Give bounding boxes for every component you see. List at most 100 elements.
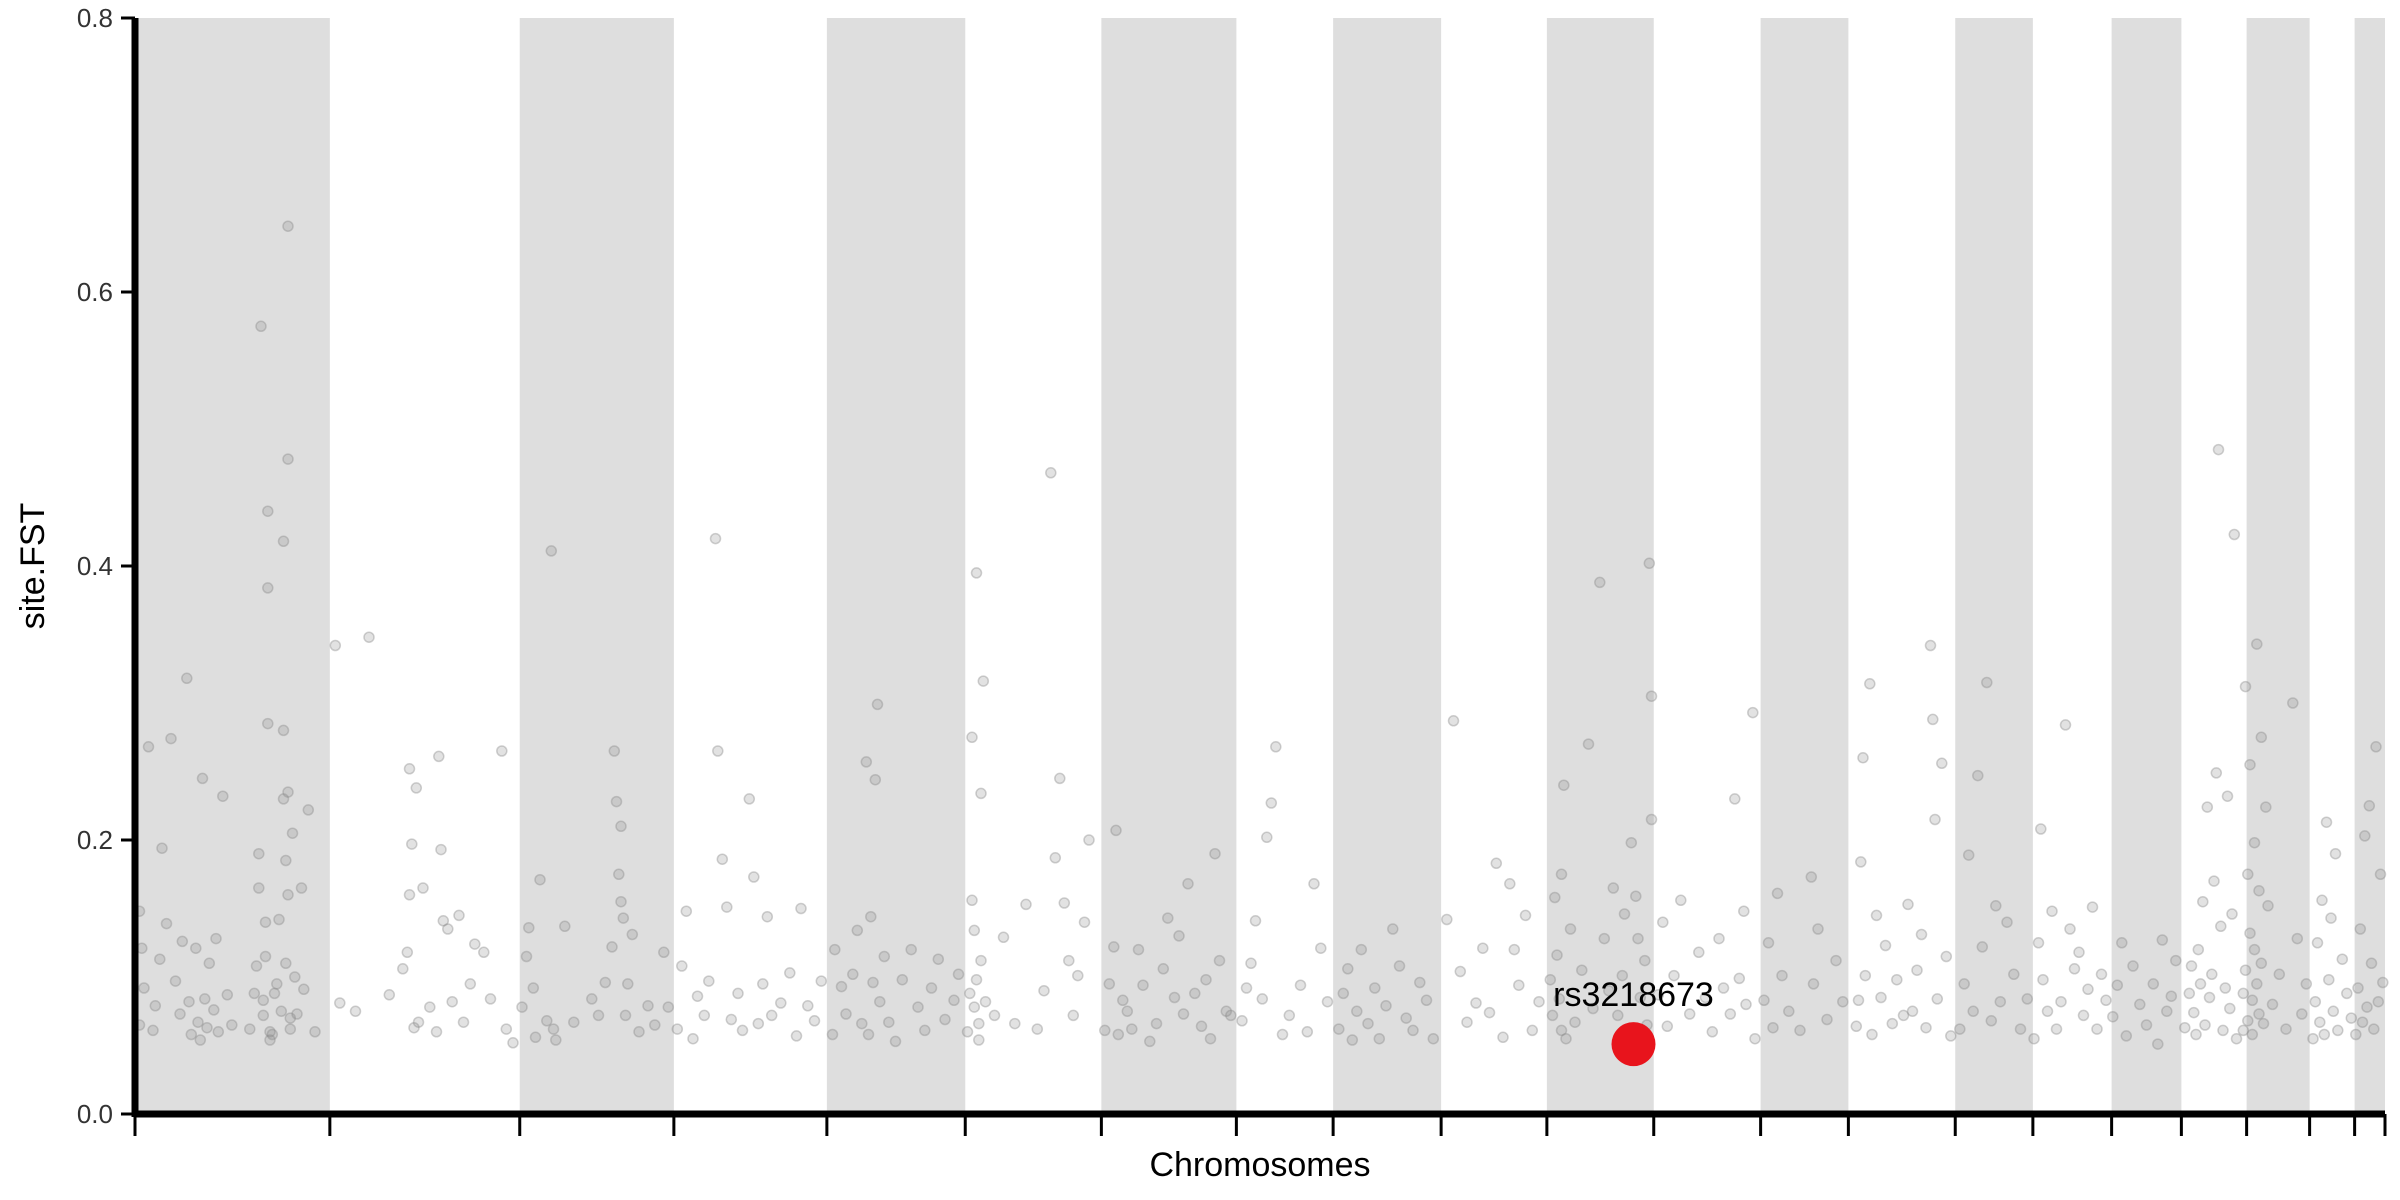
chromosome-band bbox=[1955, 18, 2033, 1114]
data-point bbox=[1891, 973, 1903, 986]
data-point bbox=[2374, 868, 2387, 881]
data-point bbox=[2215, 920, 2227, 933]
data-point bbox=[1483, 1006, 1496, 1019]
data-point bbox=[2161, 1005, 2173, 1018]
data-point bbox=[1902, 898, 1914, 911]
data-point bbox=[1616, 969, 1629, 982]
data-point bbox=[262, 717, 274, 730]
data-point bbox=[1533, 995, 1545, 1008]
data-point bbox=[1294, 979, 1307, 991]
data-point bbox=[1346, 1034, 1359, 1046]
data-point bbox=[559, 920, 571, 933]
data-point bbox=[259, 916, 272, 928]
highlight-group: rs3218673 bbox=[1553, 976, 1714, 1067]
data-point bbox=[520, 950, 533, 963]
data-point bbox=[966, 731, 978, 744]
chromosome-band bbox=[1760, 18, 1849, 1114]
data-point bbox=[961, 1026, 974, 1038]
data-point bbox=[1906, 1005, 1919, 1018]
data-point bbox=[2327, 1005, 2340, 1018]
data-point bbox=[2086, 901, 2099, 913]
data-point bbox=[2208, 875, 2220, 887]
data-point bbox=[1630, 890, 1642, 902]
data-point bbox=[662, 1001, 675, 1013]
data-point bbox=[262, 582, 274, 594]
data-point bbox=[979, 995, 992, 1008]
data-point bbox=[1173, 930, 1185, 942]
data-point bbox=[1315, 942, 1327, 954]
data-point bbox=[1519, 909, 1532, 922]
data-point bbox=[2356, 1016, 2369, 1028]
data-point bbox=[2251, 638, 2263, 650]
data-point bbox=[1355, 943, 1368, 956]
data-point bbox=[2230, 1032, 2243, 1045]
data-point bbox=[244, 1023, 256, 1035]
data-point bbox=[1598, 932, 1611, 945]
data-point bbox=[2032, 937, 2045, 949]
data-point bbox=[1103, 978, 1116, 990]
data-point bbox=[408, 1021, 420, 1034]
data-point bbox=[309, 1026, 321, 1038]
data-point bbox=[457, 1016, 470, 1028]
data-point bbox=[2248, 943, 2261, 956]
data-point bbox=[2199, 1019, 2211, 1031]
highlight-point bbox=[1611, 1022, 1656, 1067]
data-point bbox=[619, 1009, 632, 1022]
data-point bbox=[1645, 690, 1658, 702]
data-point bbox=[1683, 1008, 1696, 1020]
data-point bbox=[975, 954, 987, 967]
data-point bbox=[433, 750, 445, 763]
data-point bbox=[2203, 991, 2216, 1004]
data-point bbox=[716, 853, 729, 865]
data-point bbox=[1927, 713, 1939, 726]
data-point bbox=[1857, 752, 1869, 764]
data-point bbox=[1513, 979, 1525, 991]
data-point bbox=[1762, 937, 1775, 949]
data-point bbox=[2185, 960, 2198, 972]
data-point bbox=[1121, 1005, 1134, 1018]
data-point bbox=[2372, 995, 2385, 1008]
data-point bbox=[968, 924, 981, 937]
chromosome-band bbox=[1333, 18, 1442, 1114]
data-point bbox=[181, 672, 193, 685]
data-point bbox=[743, 793, 756, 805]
data-point bbox=[2014, 1023, 2027, 1035]
data-point bbox=[939, 1013, 951, 1026]
data-point bbox=[1220, 1005, 1233, 1018]
data-point bbox=[1713, 932, 1725, 945]
data-point bbox=[2253, 1008, 2265, 1020]
data-point bbox=[2255, 957, 2268, 970]
data-point bbox=[725, 1013, 738, 1026]
data-point bbox=[469, 938, 481, 950]
data-point bbox=[1526, 1024, 1539, 1037]
data-point bbox=[2028, 1032, 2040, 1045]
data-point bbox=[282, 786, 294, 798]
data-point bbox=[599, 976, 612, 989]
data-point bbox=[1249, 915, 1262, 927]
data-point bbox=[2318, 1028, 2331, 1041]
data-point bbox=[2188, 1006, 2200, 1019]
data-point bbox=[721, 901, 733, 913]
data-point bbox=[2001, 916, 2013, 928]
data-point bbox=[1603, 984, 1615, 997]
data-point bbox=[221, 989, 234, 1001]
data-point bbox=[932, 953, 945, 965]
data-point bbox=[1544, 973, 1557, 986]
data-point bbox=[790, 1030, 803, 1042]
data-point bbox=[2077, 1009, 2090, 1022]
data-point bbox=[1245, 957, 1257, 970]
data-point bbox=[671, 1023, 684, 1035]
data-point bbox=[1177, 1008, 1190, 1020]
data-point bbox=[1717, 982, 1730, 994]
data-point bbox=[406, 838, 418, 850]
data-point bbox=[147, 1024, 159, 1037]
data-point bbox=[2134, 998, 2146, 1011]
data-point bbox=[2253, 884, 2265, 897]
data-point bbox=[1420, 994, 1433, 1007]
y-tick-label: 0.2 bbox=[77, 825, 113, 855]
data-point bbox=[795, 902, 807, 915]
data-point bbox=[550, 1034, 562, 1046]
data-point bbox=[149, 1000, 162, 1012]
data-point bbox=[2309, 995, 2322, 1008]
data-point bbox=[1850, 1020, 1863, 1033]
